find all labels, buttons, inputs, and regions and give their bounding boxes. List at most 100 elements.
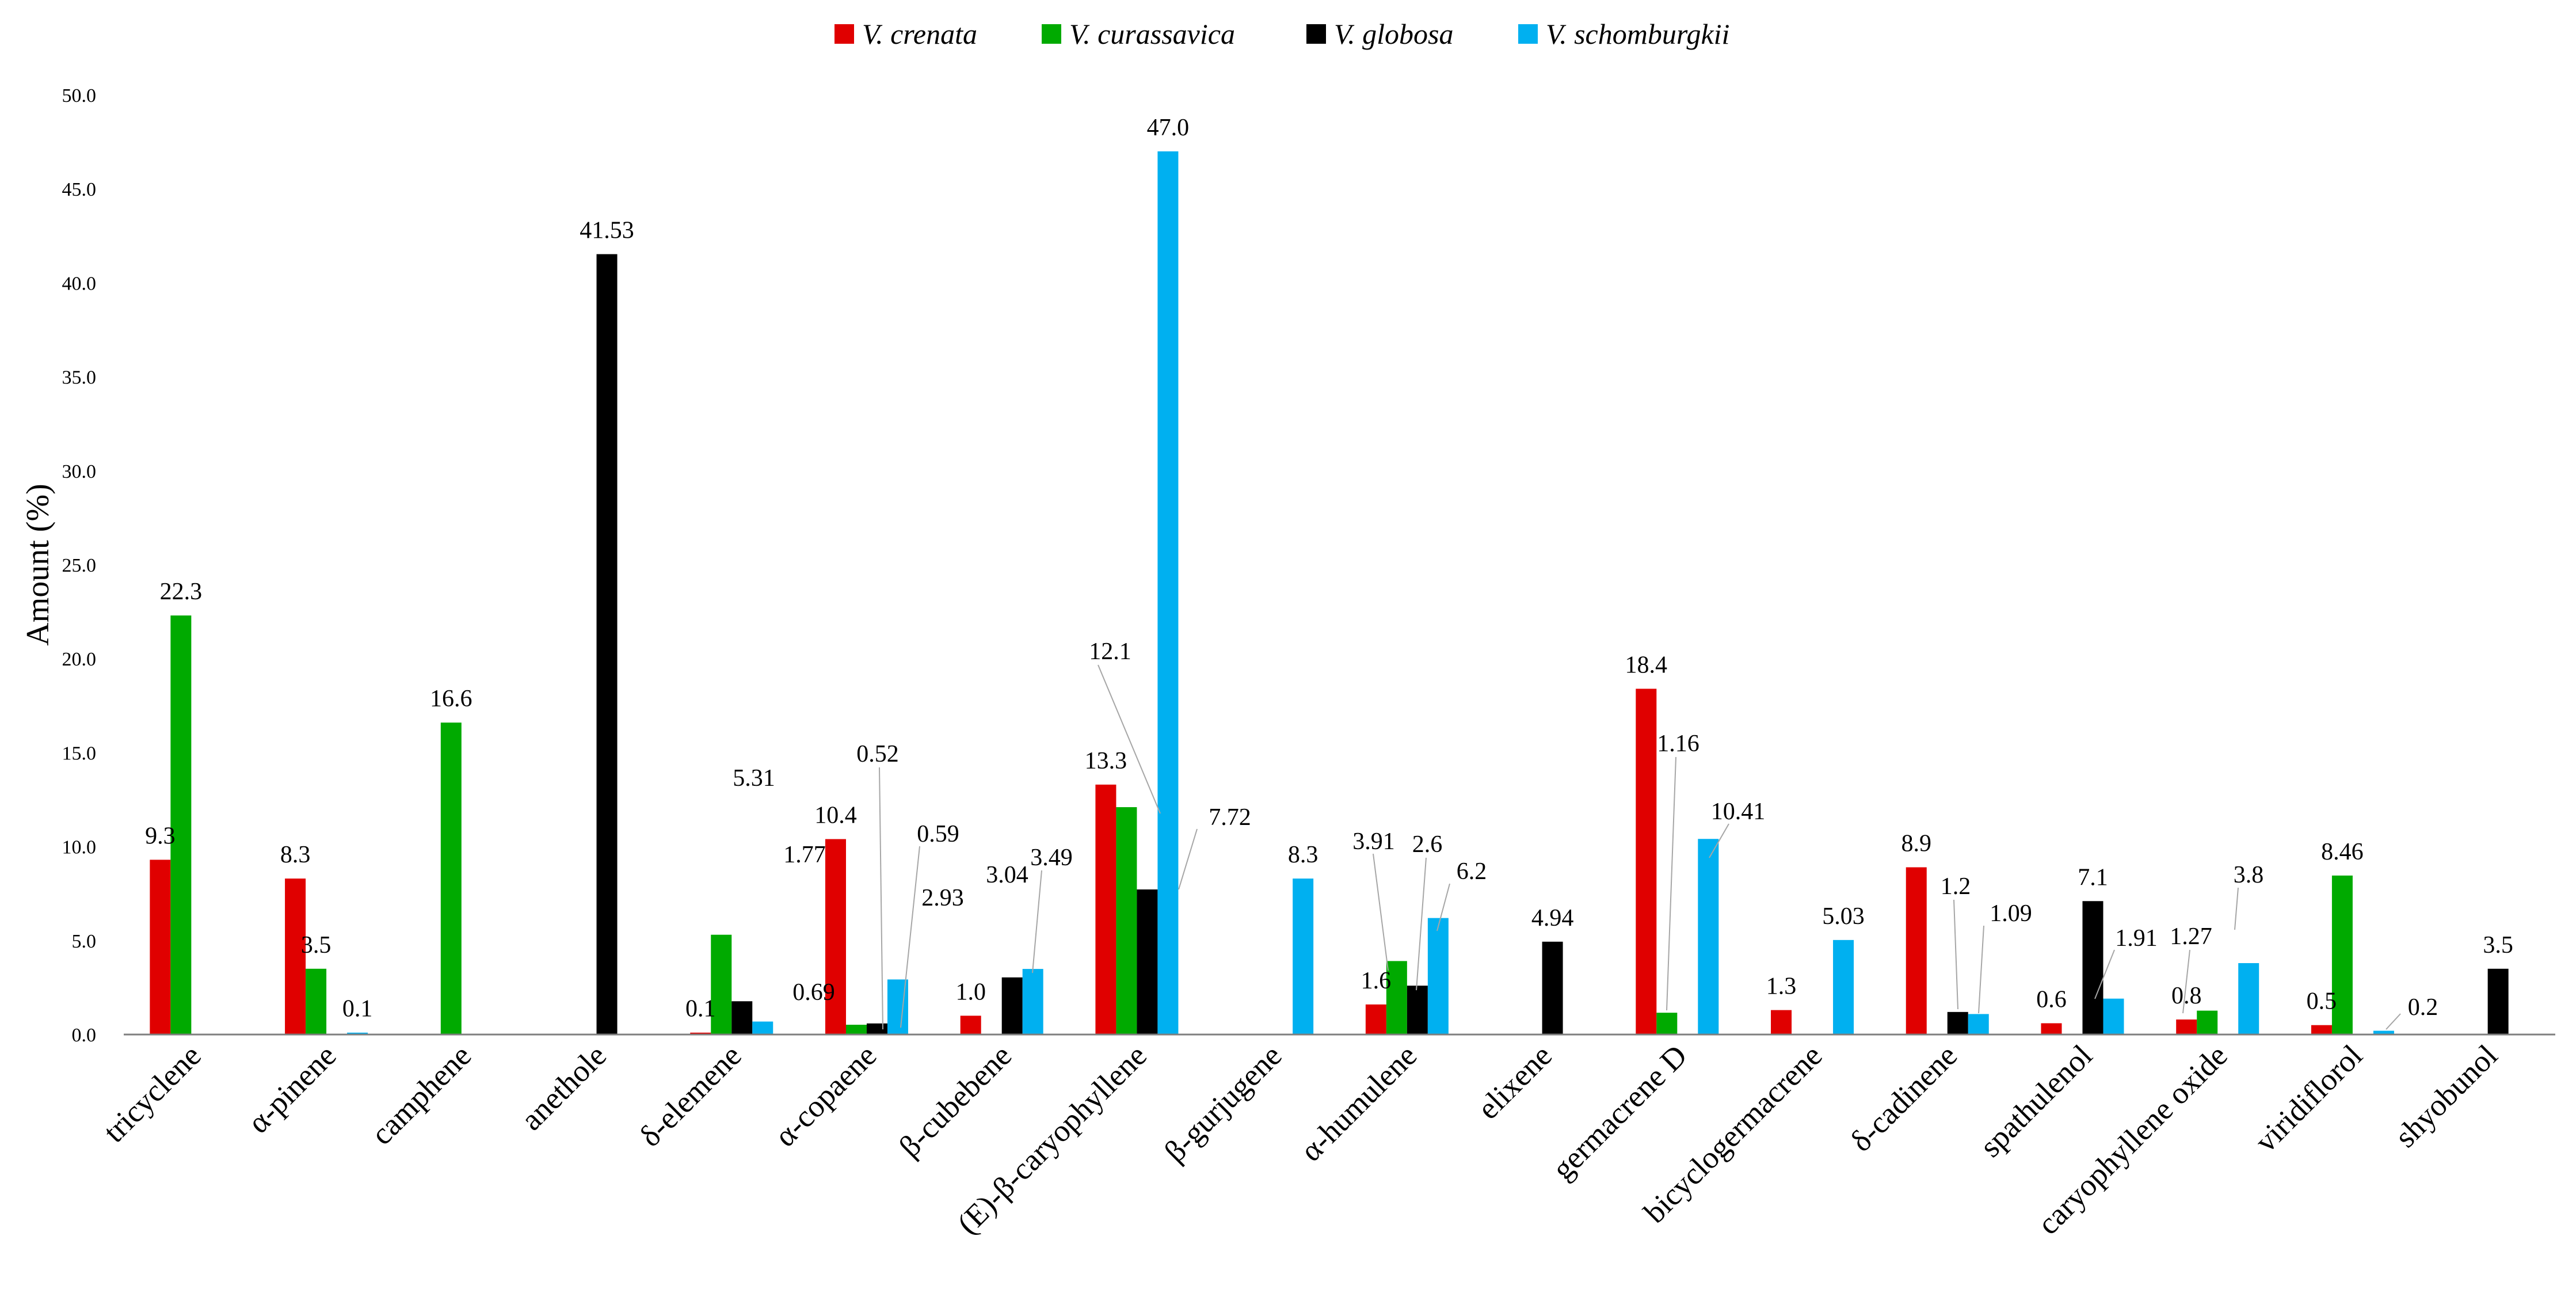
- data-label: 5.31: [733, 765, 775, 792]
- bar-v-schomburgkii: [1427, 918, 1449, 1035]
- y-tick-label: 25.0: [62, 555, 97, 576]
- bar-v-crenata: [2041, 1023, 2062, 1035]
- bar-v-crenata: [1636, 689, 1657, 1035]
- y-tick-label: 20.0: [62, 649, 97, 670]
- category-label: camphene: [364, 1038, 478, 1151]
- data-label: 0.2: [2408, 994, 2438, 1021]
- data-label: 3.5: [301, 932, 331, 959]
- bar-v-crenata: [150, 860, 171, 1035]
- data-label: 1.3: [1766, 973, 1797, 1000]
- bar-v-globosa: [731, 1001, 753, 1035]
- data-label: 18.4: [1625, 652, 1668, 678]
- y-tick-label: 35.0: [62, 367, 97, 389]
- category-label: δ-elemene: [632, 1038, 748, 1153]
- data-label: 8.46: [2321, 839, 2364, 865]
- bar-v-crenata: [690, 1032, 711, 1035]
- y-tick-label: 5.0: [72, 931, 97, 952]
- label-leader-line: [900, 846, 920, 1028]
- data-label: 3.5: [2483, 932, 2513, 959]
- bar-v-globosa: [1947, 1011, 1968, 1035]
- label-leader-line: [2182, 949, 2190, 1014]
- data-label: 2.6: [1412, 831, 1443, 858]
- bar-v-schomburgkii: [347, 1032, 368, 1035]
- bar-v-curassavica: [306, 968, 327, 1035]
- data-label: 0.8: [2171, 983, 2202, 1009]
- data-label: 0.52: [856, 741, 899, 767]
- bar-v-schomburgkii: [1698, 839, 1719, 1035]
- label-leader-line: [1978, 925, 1984, 1014]
- data-label: 12.1: [1089, 638, 1131, 665]
- y-tick-label: 40.0: [62, 273, 97, 294]
- category-label: germacrene D: [1545, 1038, 1694, 1186]
- bar-v-curassavica: [1116, 807, 1137, 1035]
- data-label: 5.03: [1822, 903, 1865, 930]
- bar-v-crenata: [960, 1016, 981, 1035]
- bar-v-schomburgkii: [1833, 940, 1854, 1035]
- y-tick-label: 45.0: [62, 179, 97, 200]
- legend-swatch: [1518, 24, 1538, 44]
- label-leader-line: [2094, 949, 2115, 999]
- bar-v-crenata: [1906, 867, 1927, 1035]
- bar-v-schomburgkii: [1968, 1014, 1989, 1035]
- data-label: 41.53: [580, 217, 634, 244]
- data-label: 1.09: [1990, 900, 2032, 927]
- data-label: 1.16: [1657, 731, 1699, 757]
- bar-v-globosa: [596, 254, 618, 1035]
- bar-v-curassavica: [2197, 1010, 2218, 1035]
- label-leader-line: [1666, 756, 1676, 1011]
- bar-v-schomburgkii: [752, 1021, 773, 1035]
- bar-v-crenata: [1365, 1004, 1386, 1035]
- data-label: 9.3: [145, 823, 176, 849]
- bar-v-schomburgkii: [1022, 969, 1043, 1035]
- y-tick-label: 50.0: [62, 85, 97, 107]
- bar-v-crenata: [285, 879, 306, 1035]
- data-label: 10.41: [1711, 798, 1766, 825]
- data-label: 1.91: [2115, 925, 2158, 952]
- data-label: 0.5: [2307, 988, 2337, 1015]
- data-label: 0.6: [2036, 986, 2067, 1013]
- bar-v-globosa: [1542, 941, 1563, 1035]
- data-label: 7.1: [2078, 864, 2108, 891]
- data-label: 0.69: [792, 979, 835, 1006]
- data-label: 8.9: [1901, 831, 1932, 857]
- category-label: β-cubebene: [892, 1038, 1018, 1164]
- data-label: 0.1: [342, 996, 373, 1022]
- bar-v-schomburgkii: [1157, 151, 1179, 1035]
- data-label: 0.1: [685, 996, 716, 1022]
- legend-label: V. schomburgkii: [1546, 18, 1729, 50]
- bar-v-crenata: [2176, 1019, 2197, 1035]
- label-leader-line: [1098, 664, 1161, 814]
- data-label: 16.6: [430, 686, 472, 712]
- legend-swatch: [1306, 24, 1326, 44]
- category-label: β-gurjugene: [1157, 1038, 1288, 1169]
- bar-v-crenata: [2311, 1025, 2332, 1035]
- label-leader-line: [1953, 899, 1958, 1010]
- data-label: 8.3: [1288, 842, 1319, 868]
- data-label: 2.93: [921, 885, 964, 911]
- data-label: 1.0: [955, 979, 986, 1005]
- data-label: 0.59: [917, 821, 959, 847]
- data-label: 7.72: [1209, 804, 1251, 831]
- bar-v-crenata: [825, 839, 846, 1035]
- bar-v-schomburgkii: [2373, 1030, 2394, 1035]
- category-label: α-copaene: [768, 1038, 883, 1153]
- bar-v-curassavica: [440, 722, 462, 1035]
- data-label: 6.2: [1457, 858, 1487, 885]
- y-tick-label: 0.0: [72, 1025, 97, 1046]
- data-label: 8.3: [280, 842, 311, 868]
- label-leader-line: [1436, 883, 1450, 931]
- data-label: 13.3: [1085, 748, 1127, 774]
- legend-label: V. crenata: [862, 18, 977, 50]
- bar-v-globosa: [1407, 986, 1428, 1035]
- bar-v-globosa: [866, 1023, 887, 1035]
- data-label: 3.04: [986, 862, 1028, 888]
- data-label: 1.2: [1941, 873, 1971, 900]
- legend-swatch: [1042, 24, 1061, 44]
- category-label: spathulenol: [1973, 1038, 2098, 1163]
- category-label: tricyclene: [97, 1038, 208, 1149]
- label-leader-line: [2386, 1013, 2401, 1030]
- bar-v-curassavica: [1386, 961, 1407, 1035]
- category-label: shyobunol: [2388, 1038, 2505, 1154]
- data-label: 10.4: [814, 803, 857, 829]
- label-leader-line: [1416, 857, 1427, 991]
